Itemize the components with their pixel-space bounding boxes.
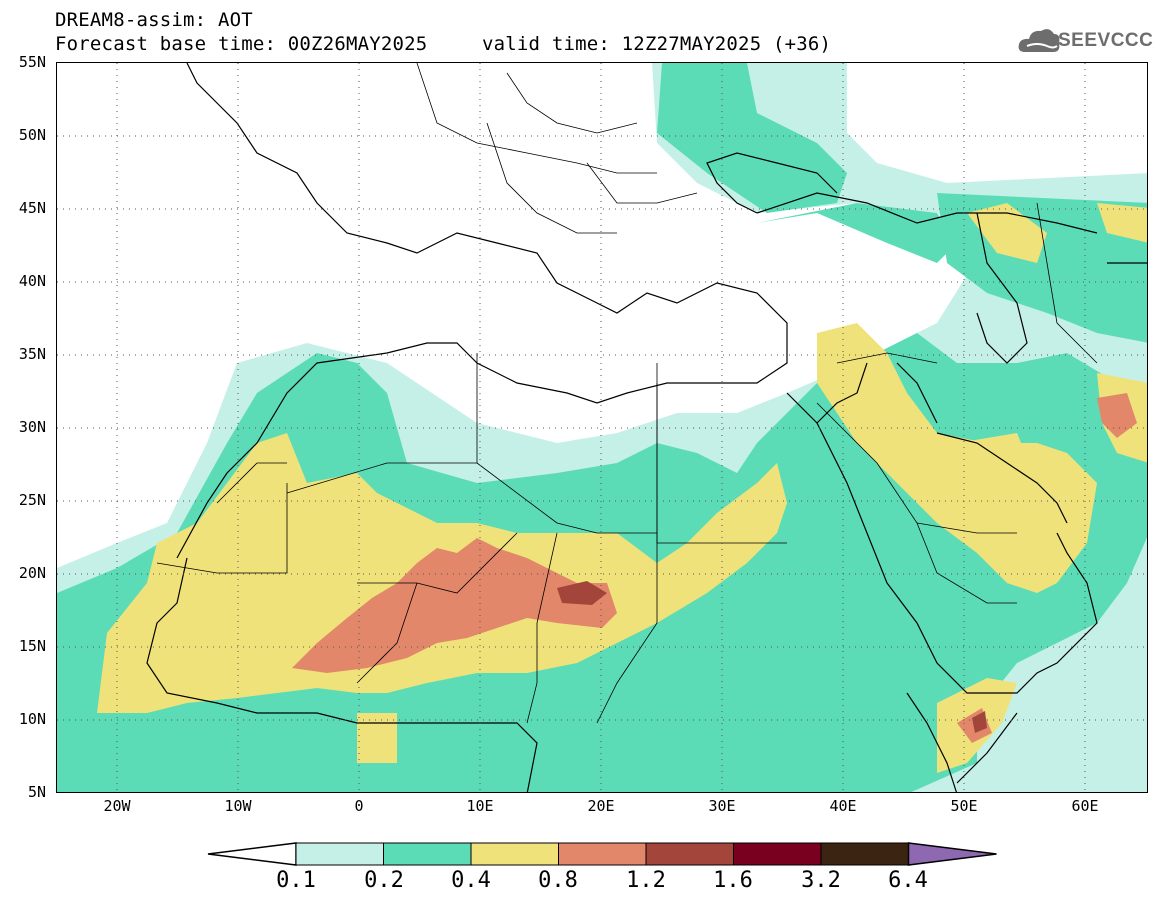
lat-label: 45N	[18, 199, 46, 217]
aot-map	[57, 63, 1147, 792]
colorbar-under-triangle	[207, 842, 297, 866]
lon-label: 20W	[103, 797, 131, 815]
lon-label: 60E	[1071, 797, 1099, 815]
lat-label: 55N	[18, 53, 46, 71]
logo-text: SEEVCCC	[1058, 30, 1154, 51]
lon-label: 10E	[466, 797, 494, 815]
map-panel	[56, 62, 1148, 793]
colorbar-segment	[470, 842, 559, 866]
lat-label: 5N	[27, 783, 46, 801]
lat-label: 50N	[18, 126, 46, 144]
lon-label: 30E	[708, 797, 736, 815]
colorbar-segments	[207, 842, 997, 866]
colorbar-label: 6.4	[888, 868, 928, 893]
lat-label: 30N	[18, 418, 46, 436]
graticule	[57, 63, 1147, 792]
colorbar-over-triangle	[907, 842, 997, 866]
colorbar-label: 0.4	[451, 868, 491, 893]
lat-label: 10N	[18, 710, 46, 728]
colorbar-segment	[820, 842, 909, 866]
aot-brown-layer	[557, 581, 987, 733]
colorbar-label: 3.2	[801, 868, 841, 893]
lat-label: 25N	[18, 491, 46, 509]
lat-label: 40N	[18, 272, 46, 290]
colorbar-label: 1.2	[626, 868, 666, 893]
cloud-icon	[1018, 29, 1060, 52]
map-title: DREAM8-assim: AOT	[55, 9, 253, 31]
lat-label: 35N	[18, 345, 46, 363]
lat-label: 20N	[18, 564, 46, 582]
forecast-base-time: Forecast base time: 00Z26MAY2025	[55, 33, 428, 55]
colorbar-label: 0.8	[538, 868, 578, 893]
lon-label: 20E	[587, 797, 615, 815]
colorbar-label: 1.6	[713, 868, 753, 893]
lon-label: 40E	[829, 797, 857, 815]
colorbar-segment	[558, 842, 647, 866]
lon-label: 0	[354, 797, 364, 815]
colorbar-segment	[733, 842, 822, 866]
colorbar	[207, 842, 997, 866]
colorbar-segment	[295, 842, 384, 866]
country-borders	[156, 63, 1098, 724]
colorbar-segment	[383, 842, 472, 866]
coastlines	[146, 63, 1147, 792]
lat-label: 15N	[18, 637, 46, 655]
colorbar-label: 0.1	[276, 868, 316, 893]
colorbar-segment	[645, 842, 734, 866]
colorbar-label: 0.2	[364, 868, 404, 893]
lon-label: 50E	[950, 797, 978, 815]
valid-time: valid time: 12Z27MAY2025 (+36)	[482, 33, 832, 55]
lon-label: 10W	[224, 797, 252, 815]
